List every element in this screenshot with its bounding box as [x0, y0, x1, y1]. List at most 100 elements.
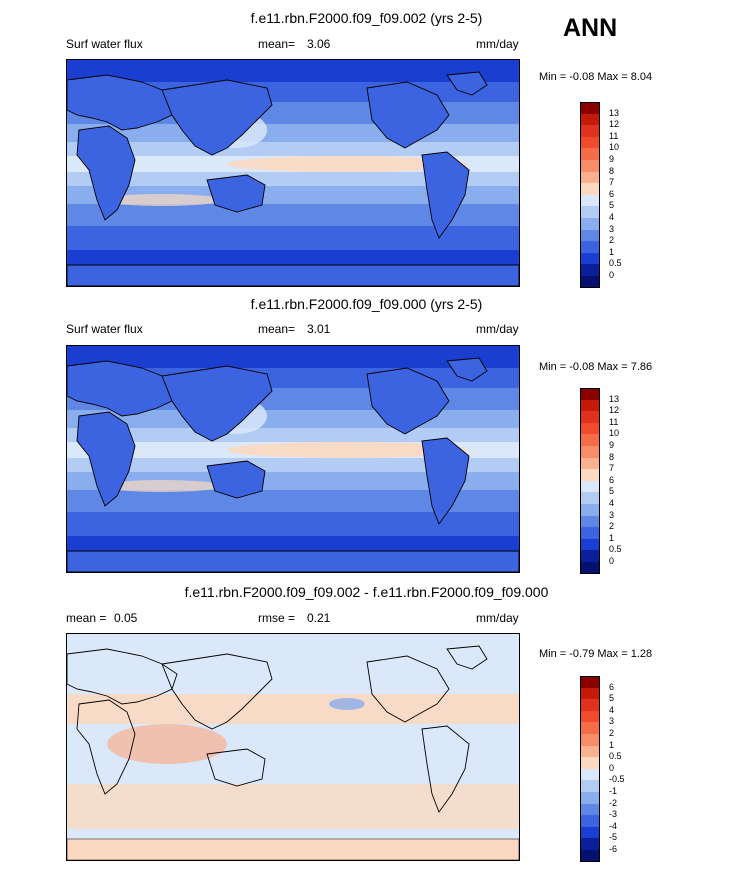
- panel2-map: [66, 345, 520, 573]
- colorbar-tick-label: 0.5: [609, 751, 622, 762]
- colorbar-swatch: [580, 722, 600, 734]
- panel2-variable-label: Surf water flux: [66, 322, 143, 336]
- colorbar-tick-label: 3: [609, 509, 615, 520]
- colorbar-swatch: [580, 768, 600, 781]
- colorbar-swatch: [580, 217, 600, 230]
- panel3-colorbar: [580, 676, 600, 862]
- colorbar-swatch: [580, 745, 600, 758]
- colorbar-swatch: [580, 125, 600, 137]
- colorbar-tick-label: 4: [609, 704, 615, 715]
- colorbar-tick-label: -6: [609, 844, 618, 854]
- panel3-mean-label: mean =: [66, 611, 107, 625]
- colorbar-tick-label: 6: [609, 188, 615, 199]
- colorbar-swatch: [580, 171, 600, 184]
- colorbar-swatch: [580, 757, 600, 769]
- colorbar-tick-label: 8: [609, 165, 615, 176]
- colorbar-tick-label: 6: [609, 681, 615, 692]
- colorbar-swatch: [580, 457, 600, 470]
- panel3-mean-value: 0.05: [114, 611, 138, 625]
- colorbar-swatch: [580, 445, 600, 458]
- colorbar-tick-label: 6: [609, 474, 615, 485]
- colorbar-swatch: [580, 826, 600, 839]
- colorbar-tick-label: 3: [609, 716, 615, 727]
- colorbar-swatch: [580, 194, 600, 207]
- colorbar-tick-label: 9: [609, 440, 615, 450]
- colorbar-tick-label: 7: [609, 177, 615, 188]
- colorbar-swatch: [580, 733, 600, 746]
- panel2-mean-value: 3.01: [307, 322, 331, 336]
- panel2-minmax: Min = -0.08 Max = 7.86: [539, 361, 653, 373]
- colorbar-tick-label: -2: [609, 797, 618, 808]
- colorbar-tick-label: -0.5: [609, 774, 625, 785]
- panel1-mean-label: mean=: [258, 37, 296, 51]
- colorbar-tick-label: 7: [609, 463, 615, 474]
- panel1-minmax: Min = -0.08 Max = 8.04: [539, 71, 653, 83]
- colorbar-swatch: [580, 399, 600, 412]
- colorbar-swatch: [580, 148, 600, 160]
- colorbar-tick-label: 8: [609, 451, 615, 462]
- colorbar-tick-label: 4: [609, 498, 615, 508]
- colorbar-swatch: [580, 480, 600, 493]
- panel3-rmse-label: rmse =: [258, 611, 296, 625]
- colorbar-tick-label: -3: [609, 809, 618, 820]
- colorbar-tick-label: 10: [609, 428, 620, 439]
- panel3-map: [66, 633, 520, 861]
- colorbar-swatch: [580, 550, 600, 562]
- colorbar-swatch: [580, 434, 600, 446]
- panel2-title: f.e11.rbn.F2000.f09_f09.000 (yrs 2-5): [250, 296, 483, 312]
- panel2-mean-label: mean=: [258, 322, 296, 336]
- colorbar-swatch: [580, 710, 600, 723]
- colorbar-tick-label: 1: [609, 739, 615, 750]
- colorbar-swatch: [580, 515, 600, 528]
- colorbar-swatch: [580, 275, 600, 288]
- season-label: ANN: [563, 14, 618, 42]
- panel1-variable-label: Surf water flux: [66, 37, 143, 51]
- colorbar-tick-label: 9: [609, 154, 615, 164]
- panel2-map-svg: [67, 346, 519, 572]
- colorbar-tick-label: -5: [609, 832, 618, 843]
- panel3-map-svg: [67, 634, 519, 860]
- colorbar-tick-label: 13: [609, 393, 620, 404]
- panel3-units: mm/day: [476, 611, 519, 625]
- colorbar-tick-label: 0.5: [609, 258, 622, 269]
- colorbar-tick-label: 2: [609, 728, 615, 738]
- colorbar-tick-label: 3: [609, 223, 615, 234]
- colorbar-swatch: [580, 411, 600, 423]
- colorbar-swatch: [580, 113, 600, 126]
- colorbar-tick-label: 11: [609, 130, 619, 141]
- colorbar-swatch: [580, 136, 600, 149]
- panel1-units: mm/day: [476, 37, 519, 51]
- colorbar-swatch: [580, 492, 600, 504]
- colorbar-swatch: [580, 849, 600, 862]
- colorbar-swatch: [580, 183, 600, 195]
- colorbar-swatch: [580, 838, 600, 850]
- colorbar-swatch: [580, 699, 600, 711]
- colorbar-swatch: [580, 241, 600, 253]
- colorbar-swatch: [580, 264, 600, 276]
- colorbar-tick-label: 0.5: [609, 544, 622, 555]
- colorbar-tick-label: 5: [609, 486, 615, 497]
- colorbar-swatch: [580, 206, 600, 218]
- colorbar-tick-label: 13: [609, 107, 620, 118]
- panel1-map-svg: [67, 60, 519, 286]
- colorbar-swatch: [580, 252, 600, 265]
- colorbar-swatch: [580, 815, 600, 827]
- colorbar-tick-label: 0: [609, 270, 615, 280]
- colorbar-swatch: [580, 538, 600, 551]
- colorbar-tick-label: 5: [609, 200, 615, 211]
- colorbar-swatch: [580, 388, 600, 400]
- colorbar-tick-label: 0: [609, 762, 615, 773]
- panel1-mean-value: 3.06: [307, 37, 331, 51]
- panel1-map: [66, 59, 520, 287]
- panel3-title: f.e11.rbn.F2000.f09_f09.002 - f.e11.rbn.…: [184, 584, 549, 600]
- colorbar-tick-label: 11: [609, 416, 619, 427]
- colorbar-swatch: [580, 687, 600, 700]
- colorbar-tick-label: 10: [609, 142, 620, 153]
- colorbar-tick-label: 1: [609, 532, 615, 543]
- colorbar-swatch: [580, 469, 600, 481]
- colorbar-swatch: [580, 561, 600, 574]
- colorbar-swatch: [580, 527, 600, 539]
- colorbar-tick-label: 5: [609, 693, 615, 704]
- colorbar-swatch: [580, 422, 600, 435]
- colorbar-tick-label: 2: [609, 235, 615, 246]
